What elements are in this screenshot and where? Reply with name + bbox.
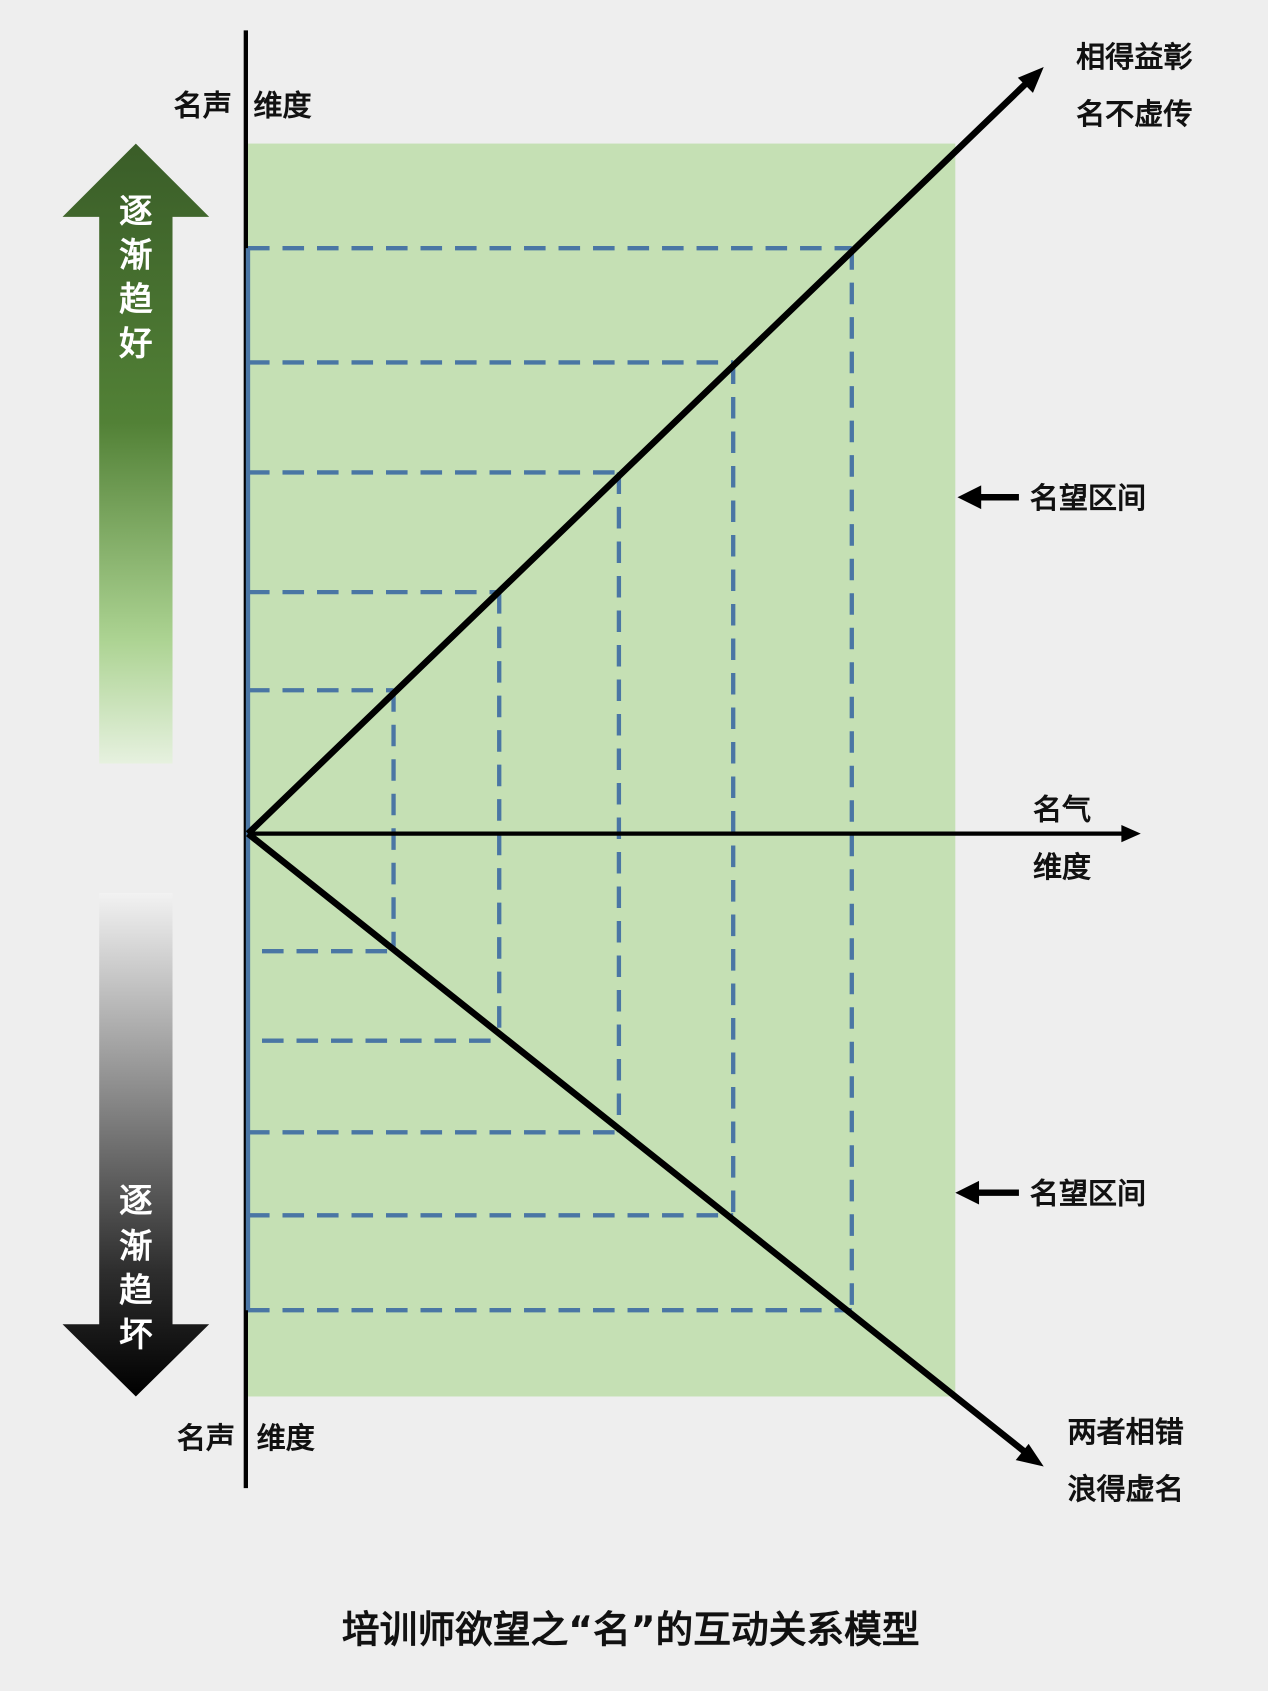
range-label-upper: 名望区间: [1030, 481, 1146, 515]
worsening-char: 趋: [119, 1271, 153, 1310]
horizontal-axis-label-2: 维度: [1033, 850, 1092, 884]
upper-outcome-line1: 相得益彰: [1076, 40, 1192, 74]
range-arrowhead-upper: [957, 485, 982, 510]
lower-outcome-line2: 浪得虚名: [1067, 1472, 1183, 1506]
improving-char: 渐: [119, 235, 152, 274]
vertical-axis-label-left: 名声: [174, 89, 232, 123]
improving-char: 好: [118, 324, 152, 363]
vertical-axis-bottom-label-left: 名声: [177, 1421, 235, 1455]
improving-char: 逐: [119, 191, 152, 230]
lower-outcome-line1: 两者相错: [1067, 1415, 1183, 1449]
range-arrowhead-lower: [955, 1180, 980, 1205]
dashed-guides: [247, 246, 854, 1313]
upper-line-arrowhead: [1017, 67, 1044, 93]
worsening-char: 逐: [119, 1181, 152, 1220]
worsening-char: 坏: [119, 1315, 153, 1354]
lower-line: [245, 831, 1032, 1459]
lower-line-arrowhead: [1015, 1443, 1044, 1467]
vertical-axis-label-right: 维度: [253, 89, 312, 123]
horizontal-axis-arrowhead: [1121, 825, 1141, 843]
upper-line: [245, 77, 1032, 836]
vertical-axis-bottom-label-right: 维度: [257, 1421, 316, 1455]
upper-outcome-line2: 名不虚传: [1076, 97, 1192, 131]
reputation-zone: [247, 143, 956, 1397]
worsening-arrow: 逐 渐 趋 坏: [62, 892, 210, 1397]
improving-char: 趋: [119, 280, 153, 319]
worsening-char: 渐: [119, 1226, 152, 1265]
diagram-title: 培训师欲望之“名”的互动关系模型: [342, 1607, 920, 1651]
improving-arrow: 逐 渐 趋 好: [62, 143, 210, 764]
horizontal-axis-label-1: 名气: [1033, 793, 1091, 827]
range-label-lower: 名望区间: [1030, 1176, 1146, 1210]
